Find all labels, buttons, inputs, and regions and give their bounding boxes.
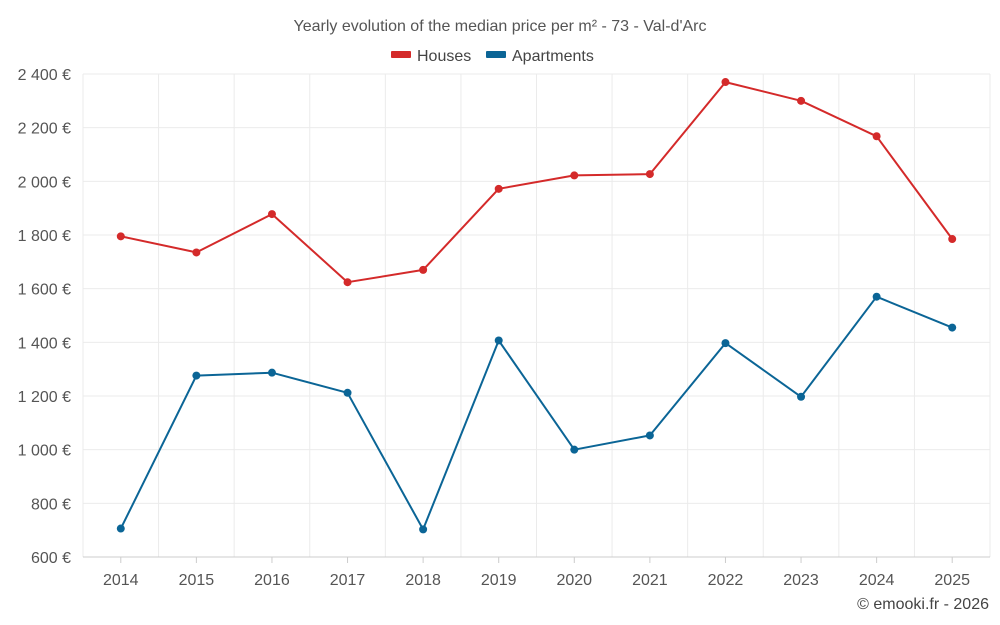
x-tick-label: 2023 — [783, 572, 819, 589]
series-line-houses — [120, 81, 954, 284]
y-tick-label: 800 € — [31, 496, 71, 513]
y-tick-label: 2 000 € — [18, 174, 71, 191]
x-tick-label: 2019 — [481, 572, 517, 589]
axes: 600 € 800 € 1 000 € 1 200 € 1 400 € 1 600 € 1 … — [18, 67, 990, 589]
y-tick-label: 1 600 € — [18, 282, 71, 299]
grid — [82, 73, 991, 557]
y-tick-label: 1 000 € — [18, 443, 71, 460]
x-tick-label: 2024 — [859, 572, 895, 589]
data-point-apartments[interactable] — [570, 445, 579, 454]
data-point-houses[interactable] — [419, 265, 428, 274]
data-point-apartments[interactable] — [948, 323, 957, 332]
data-point-apartments[interactable] — [721, 339, 730, 348]
chart-title: Yearly evolution of the median price per… — [293, 18, 706, 35]
data-point-houses[interactable] — [192, 248, 201, 257]
series-apartments — [116, 292, 957, 534]
data-point-houses[interactable] — [116, 232, 125, 241]
x-tick-label: 2025 — [934, 572, 970, 589]
data-point-apartments[interactable] — [494, 336, 503, 345]
data-point-houses[interactable] — [645, 170, 654, 179]
x-tick-label: 2015 — [179, 572, 215, 589]
data-point-apartments[interactable] — [192, 371, 201, 380]
legend-swatch-houses — [391, 51, 411, 58]
data-point-houses[interactable] — [494, 184, 503, 193]
y-tick-label: 2 200 € — [18, 121, 71, 138]
series-line-apartments — [119, 295, 953, 531]
data-point-houses[interactable] — [948, 235, 957, 244]
data-point-apartments[interactable] — [645, 431, 654, 440]
legend: Houses Apartments — [391, 48, 594, 65]
x-tick-label: 2020 — [556, 572, 592, 589]
x-tick-label: 2014 — [103, 572, 139, 589]
x-tick-label: 2018 — [405, 572, 441, 589]
legend-label-houses: Houses — [417, 48, 471, 65]
data-point-houses[interactable] — [797, 96, 806, 105]
data-point-apartments[interactable] — [872, 292, 881, 301]
y-tick-label: 600 € — [31, 550, 71, 567]
credit-text: © emooki.fr - 2026 — [857, 596, 989, 613]
legend-item-houses[interactable]: Houses — [391, 48, 471, 65]
data-point-houses[interactable] — [343, 278, 352, 287]
y-tick-label: 1 800 € — [18, 228, 71, 245]
x-tick-label: 2016 — [254, 572, 290, 589]
series-houses — [116, 78, 957, 287]
x-tick-label: 2021 — [632, 572, 668, 589]
data-point-apartments[interactable] — [419, 525, 428, 534]
data-point-apartments[interactable] — [797, 392, 806, 401]
data-point-houses[interactable] — [267, 210, 276, 219]
y-tick-label: 1 400 € — [18, 335, 71, 352]
data-point-houses[interactable] — [872, 132, 881, 141]
y-tick-label: 2 400 € — [18, 67, 71, 84]
x-tick-label: 2017 — [330, 572, 366, 589]
x-tick-label: 2022 — [708, 572, 744, 589]
data-point-apartments[interactable] — [116, 524, 125, 533]
legend-item-apartments[interactable]: Apartments — [486, 48, 594, 65]
legend-swatch-apartments — [486, 51, 506, 58]
series-layer — [116, 78, 957, 534]
data-point-houses[interactable] — [570, 171, 579, 180]
data-point-apartments[interactable] — [343, 388, 352, 397]
data-point-apartments[interactable] — [267, 368, 276, 377]
legend-label-apartments: Apartments — [512, 48, 594, 65]
y-tick-label: 1 200 € — [18, 389, 71, 406]
data-point-houses[interactable] — [721, 78, 730, 87]
